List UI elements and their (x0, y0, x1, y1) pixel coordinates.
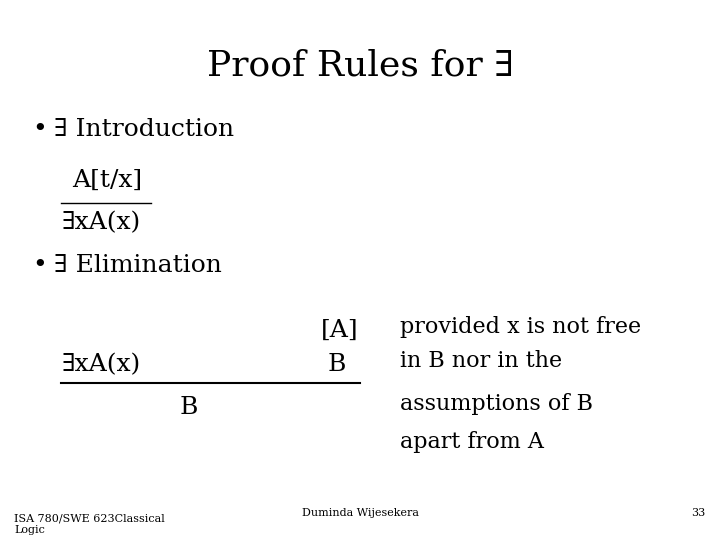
Text: 33: 33 (691, 508, 706, 518)
Text: •: • (32, 254, 47, 277)
Text: ∃ Introduction: ∃ Introduction (54, 118, 234, 141)
Text: in B nor in the: in B nor in the (400, 350, 562, 373)
Text: •: • (32, 118, 47, 141)
Text: assumptions of B: assumptions of B (400, 393, 593, 415)
Text: ∃xA(x): ∃xA(x) (61, 211, 140, 234)
Text: apart from A: apart from A (400, 431, 544, 453)
Text: provided x is not free: provided x is not free (400, 316, 641, 338)
Text: ISA 780/SWE 623Classical
Logic: ISA 780/SWE 623Classical Logic (14, 514, 165, 535)
Text: A[t/x]: A[t/x] (72, 168, 142, 192)
Text: ∃ Elimination: ∃ Elimination (54, 254, 222, 277)
Text: ∃xA(x): ∃xA(x) (61, 353, 140, 376)
Text: B: B (180, 396, 199, 419)
Text: B: B (328, 353, 346, 376)
Text: Duminda Wijesekera: Duminda Wijesekera (302, 508, 418, 518)
Text: [A]: [A] (320, 319, 358, 341)
Text: Proof Rules for ∃: Proof Rules for ∃ (207, 48, 513, 82)
